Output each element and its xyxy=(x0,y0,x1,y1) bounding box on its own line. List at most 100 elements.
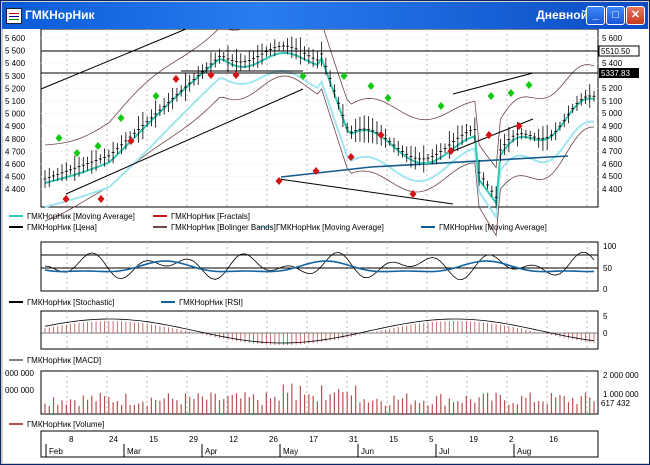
legend-label: ГМКНорНик [Moving Average] xyxy=(27,212,135,221)
legend-label: ГМКНорНик [Moving Average] xyxy=(276,223,384,232)
maximize-button[interactable]: □ xyxy=(606,6,625,25)
price-axis-label: 5 300 xyxy=(5,72,26,81)
fractal-up-marker xyxy=(55,134,63,142)
price-axis-label: 5 600 xyxy=(5,34,26,43)
fractal-up-marker xyxy=(384,94,392,102)
volume-pane xyxy=(40,370,599,415)
fractal-down-marker xyxy=(409,190,417,198)
fractal-up-marker xyxy=(117,114,125,122)
fractal-up-marker xyxy=(487,92,495,100)
fractal-up-marker xyxy=(525,81,533,89)
legend-label: ГМКНорНик [Volume] xyxy=(27,420,104,429)
close-button[interactable]: ✕ xyxy=(626,6,645,25)
price-axis-label: 5 200 xyxy=(5,84,26,93)
time-axis-day: 31 xyxy=(349,435,358,444)
fractal-down-marker xyxy=(97,195,105,203)
volume-marker-box xyxy=(599,398,639,408)
price-axis-label: 4 900 xyxy=(5,122,26,131)
time-axis-day: 12 xyxy=(229,435,238,444)
price-marker-current: 5337.83 xyxy=(601,69,630,78)
price-axis-label-right: 5 200 xyxy=(602,84,623,93)
fractal-down-marker xyxy=(347,153,355,161)
price-axis-label: 4 800 xyxy=(5,135,26,144)
title-bar[interactable]: ГМКНорНик Дневной _ □ ✕ xyxy=(2,2,648,29)
fractal-down-marker xyxy=(312,167,320,175)
time-axis-day: 5 xyxy=(429,435,434,444)
fractal-up-marker xyxy=(367,82,375,90)
time-axis-day: 16 xyxy=(549,435,558,444)
price-axis-label-right: 4 900 xyxy=(602,122,623,131)
fractal-down-marker xyxy=(515,122,523,130)
fractal-down-marker xyxy=(377,131,385,139)
fractal-up-marker xyxy=(152,92,160,100)
time-axis-day: 29 xyxy=(189,435,198,444)
time-axis-day: 19 xyxy=(469,435,478,444)
time-axis-month: Mar xyxy=(127,447,141,456)
fractal-up-marker xyxy=(507,89,515,97)
legend-label: ГМКНорНик [Stochastic] xyxy=(27,298,114,307)
time-axis-month: Jun xyxy=(361,447,374,456)
fractal-up-marker xyxy=(94,142,102,150)
oscillator-axis-label: 50 xyxy=(603,264,612,273)
price-axis-label-right: 5 100 xyxy=(602,97,623,106)
moving-average-mid xyxy=(44,69,595,221)
price-axis-label-right: 5 600 xyxy=(602,34,623,43)
price-axis-label-right: 4 400 xyxy=(602,185,623,194)
trend-line xyxy=(65,88,304,195)
fractal-down-marker xyxy=(447,147,455,155)
price-marker-box xyxy=(599,68,639,78)
price-axis-label-right: 4 500 xyxy=(602,172,623,181)
moving-average-fast xyxy=(44,51,595,206)
fractal-down-marker xyxy=(485,131,493,139)
price-marker-box xyxy=(598,45,640,57)
minimize-button[interactable]: _ xyxy=(586,6,605,25)
price-axis-label: 4 700 xyxy=(5,147,26,156)
fractal-down-marker xyxy=(232,71,240,79)
legend-label: ГМКНорНик [Moving Average] xyxy=(439,223,547,232)
time-axis-day: 26 xyxy=(269,435,278,444)
price-axis-label: 5 500 xyxy=(5,47,26,56)
time-axis-day: 24 xyxy=(109,435,118,444)
time-axis-month: Feb xyxy=(49,447,63,456)
rsi-line xyxy=(44,260,595,273)
price-axis-label-right: 4 700 xyxy=(602,147,623,156)
fractal-down-marker xyxy=(207,71,215,79)
price-axis-label-right: 5 000 xyxy=(602,109,623,118)
time-axis-day: 17 xyxy=(309,435,318,444)
legend-label: ГМКНорНик [Fractals] xyxy=(171,212,250,221)
volume-axis-label: 000 000 xyxy=(5,386,34,395)
fractal-up-marker xyxy=(73,149,81,157)
fractal-down-marker xyxy=(275,177,283,185)
trend-line xyxy=(278,178,454,205)
chart-area: 5 600 5 500 5 400 5 300 5 200 5 100 5 000 4 900… xyxy=(3,5,649,463)
macd-signal-line xyxy=(44,318,595,344)
time-axis xyxy=(40,430,599,458)
oscillator-pane xyxy=(40,241,599,292)
time-axis-day: 15 xyxy=(149,435,158,444)
oscillator-axis-label: 100 xyxy=(603,242,617,251)
time-axis-day: 8 xyxy=(69,435,74,444)
time-axis-month: May xyxy=(283,447,298,456)
fractal-up-marker xyxy=(299,72,307,80)
legend-label: ГМКНорНик [MACD] xyxy=(27,356,101,365)
legend-label: ГМКНорНик [Bolinger Bands] xyxy=(171,223,276,232)
fractal-up-marker xyxy=(340,72,348,80)
macd-axis-label: 0 xyxy=(603,329,608,338)
time-axis-month: Jul xyxy=(439,447,449,456)
time-axis-month: Aug xyxy=(517,447,531,456)
app-icon[interactable] xyxy=(6,8,22,24)
price-axis-label: 5 400 xyxy=(5,59,26,68)
volume-marker: 617 432 xyxy=(601,399,630,408)
macd-axis-label: 5 xyxy=(603,312,608,321)
time-axis-day: 15 xyxy=(389,435,398,444)
window-title: ГМКНорНик xyxy=(25,8,95,22)
oscillator-axis-label: 0 xyxy=(603,285,608,294)
price-axis-label: 4 400 xyxy=(5,185,26,194)
price-axis-label-right: 5 400 xyxy=(602,59,623,68)
fractal-down-marker xyxy=(62,195,70,203)
fractal-down-marker xyxy=(172,75,180,83)
price-pane xyxy=(40,28,599,208)
legend-label: ГМКНорНик [RSI] xyxy=(179,298,243,307)
